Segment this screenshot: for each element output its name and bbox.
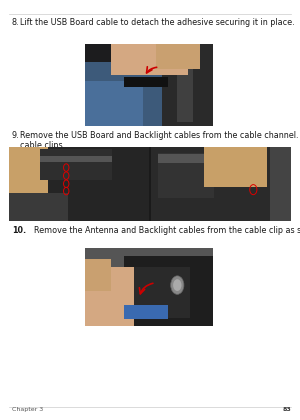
Bar xyxy=(40,149,112,180)
Bar xyxy=(270,147,291,220)
Bar xyxy=(158,153,214,199)
Bar xyxy=(177,52,193,122)
Bar xyxy=(85,248,213,326)
Text: 83: 83 xyxy=(282,407,291,412)
Text: Lift the USB Board cable to detach the adhesive securing it in place.: Lift the USB Board cable to detach the a… xyxy=(20,18,294,26)
Text: 10.: 10. xyxy=(12,226,26,234)
Text: Remove the USB Board and Backlight cables from the cable channel. Ensure that th: Remove the USB Board and Backlight cable… xyxy=(20,131,300,150)
Bar xyxy=(85,260,111,291)
Circle shape xyxy=(173,279,182,291)
Bar xyxy=(85,248,213,270)
Bar xyxy=(124,77,168,87)
Bar xyxy=(85,267,134,326)
Bar xyxy=(85,62,164,126)
Text: 8.: 8. xyxy=(12,18,20,26)
Bar xyxy=(124,255,213,326)
Text: 9.: 9. xyxy=(12,131,20,140)
Bar xyxy=(158,155,214,163)
Bar xyxy=(205,147,267,187)
Bar xyxy=(85,44,213,126)
Bar xyxy=(152,147,291,220)
Circle shape xyxy=(171,276,184,294)
Text: Remove the Antenna and Backlight cables from the cable clip as shown.: Remove the Antenna and Backlight cables … xyxy=(34,226,300,234)
Bar xyxy=(9,147,48,192)
Bar xyxy=(111,44,188,75)
Text: Chapter 3: Chapter 3 xyxy=(12,407,43,412)
Bar xyxy=(9,192,68,220)
Bar xyxy=(40,156,112,162)
Bar xyxy=(124,305,168,319)
Bar xyxy=(9,147,148,220)
Bar xyxy=(9,147,291,220)
Bar xyxy=(162,44,213,126)
Bar xyxy=(85,81,143,126)
Bar xyxy=(124,267,190,318)
Bar xyxy=(156,44,200,68)
